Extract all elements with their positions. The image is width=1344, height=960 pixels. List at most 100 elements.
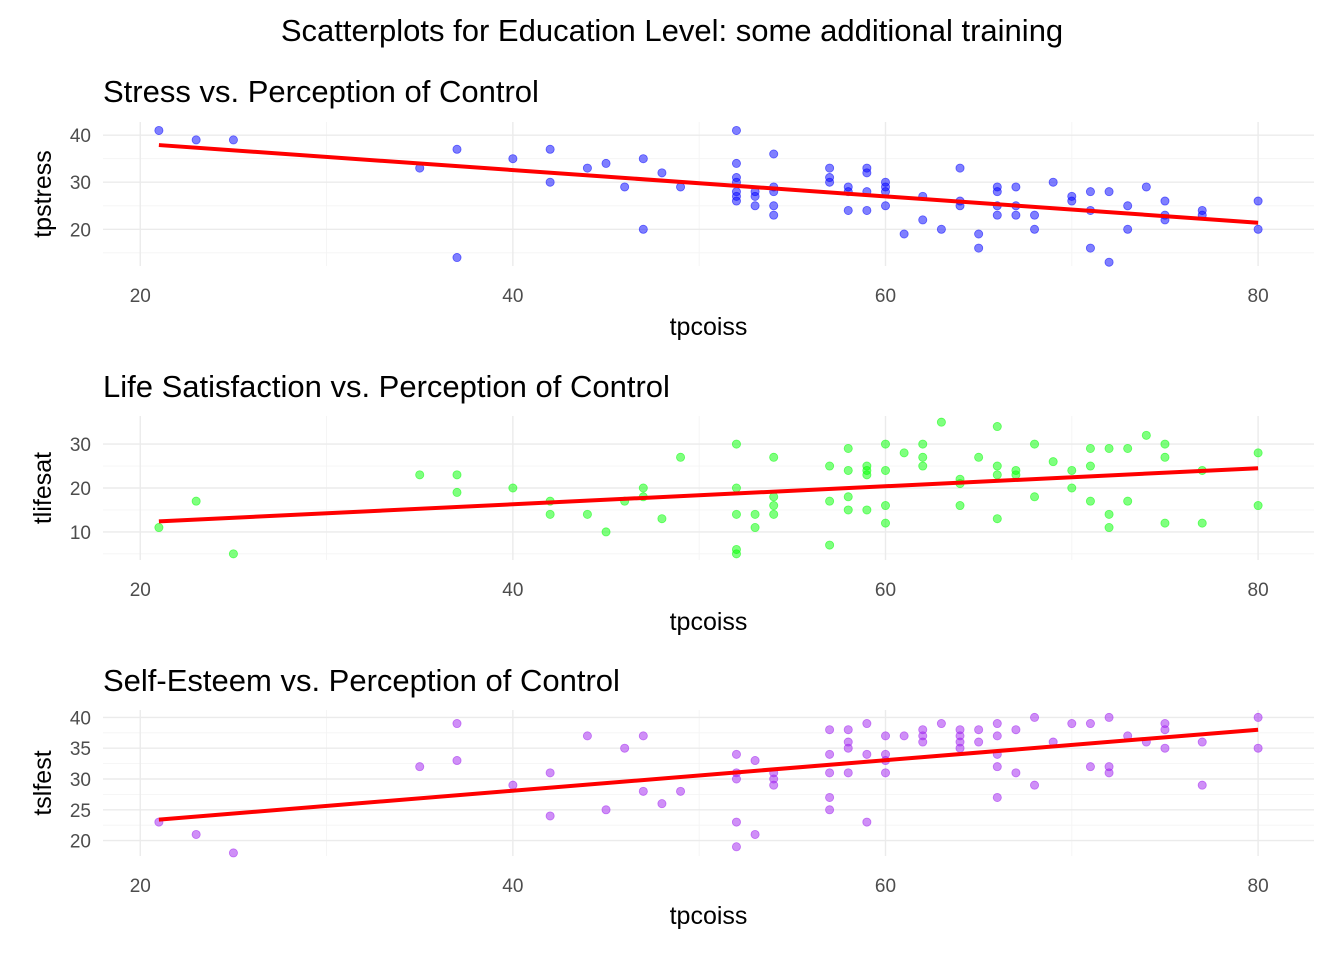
data-point xyxy=(880,201,890,211)
data-point xyxy=(582,731,592,741)
data-point xyxy=(769,509,779,519)
data-point xyxy=(825,540,835,550)
data-point xyxy=(1160,743,1170,753)
data-point xyxy=(1085,461,1095,471)
data-point xyxy=(415,762,425,772)
x-tick-label: 20 xyxy=(130,286,151,307)
y-tick-label: 20 xyxy=(70,479,91,500)
data-point xyxy=(1030,439,1040,449)
grid xyxy=(103,416,1314,560)
data-point xyxy=(545,811,555,821)
data-point xyxy=(601,158,611,168)
data-point xyxy=(862,817,872,827)
x-axis-title: tpcoiss xyxy=(670,902,748,930)
data-point xyxy=(1048,457,1058,467)
data-point xyxy=(545,144,555,154)
data-point xyxy=(825,768,835,778)
data-point xyxy=(638,483,648,493)
data-point xyxy=(862,168,872,178)
data-point xyxy=(992,187,1002,197)
data-point xyxy=(862,749,872,759)
data-point xyxy=(974,229,984,239)
data-point xyxy=(1011,768,1021,778)
data-point xyxy=(601,527,611,537)
x-tick-label: 60 xyxy=(875,876,896,897)
trend-line xyxy=(158,727,1259,822)
y-tick-label: 20 xyxy=(70,832,91,853)
y-tick-label: 30 xyxy=(70,770,91,791)
data-point xyxy=(1253,448,1263,458)
data-point xyxy=(1011,470,1021,480)
data-point xyxy=(508,483,518,493)
data-point xyxy=(1011,725,1021,735)
data-point xyxy=(1104,509,1114,519)
data-point xyxy=(992,514,1002,524)
data-point xyxy=(657,514,667,524)
data-point xyxy=(452,756,462,766)
y-tick-label: 20 xyxy=(70,220,91,241)
data-point xyxy=(1011,182,1021,192)
data-point xyxy=(545,509,555,519)
data-point xyxy=(1085,187,1095,197)
data-point xyxy=(228,135,238,145)
data-point xyxy=(825,461,835,471)
data-point xyxy=(1123,201,1133,211)
data-point xyxy=(1253,501,1263,511)
data-point xyxy=(936,224,946,234)
data-point xyxy=(228,549,238,559)
data-point xyxy=(191,829,201,839)
data-point xyxy=(955,163,965,173)
data-point xyxy=(638,786,648,796)
data-point xyxy=(843,465,853,475)
x-axis-title: tpcoiss xyxy=(670,313,748,341)
data-point xyxy=(880,768,890,778)
data-point xyxy=(452,719,462,729)
data-point xyxy=(731,483,741,493)
data-point xyxy=(452,487,462,497)
data-point xyxy=(862,719,872,729)
data-point xyxy=(508,154,518,164)
data-point xyxy=(638,731,648,741)
data-point xyxy=(880,731,890,741)
data-point xyxy=(657,799,667,809)
data-point xyxy=(1085,496,1095,506)
y-tick-label: 35 xyxy=(70,739,91,760)
data-point xyxy=(936,719,946,729)
data-point xyxy=(769,201,779,211)
data-point xyxy=(1030,224,1040,234)
data-point xyxy=(825,177,835,187)
data-point xyxy=(1067,719,1077,729)
data-point xyxy=(1104,768,1114,778)
data-point xyxy=(918,737,928,747)
scatter-panel-2: Life Satisfaction vs. Perception of Cont… xyxy=(29,369,1314,636)
data-point xyxy=(1030,780,1040,790)
data-point xyxy=(620,182,630,192)
data-point xyxy=(1067,465,1077,475)
x-axis-title: tpcoiss xyxy=(670,608,748,636)
data-point xyxy=(750,756,760,766)
data-point xyxy=(1160,452,1170,462)
data-point xyxy=(1253,196,1263,206)
trend-line xyxy=(158,143,1259,225)
data-point xyxy=(731,549,741,559)
data-point xyxy=(1011,210,1021,220)
data-point xyxy=(1085,243,1095,253)
data-point xyxy=(918,461,928,471)
data-point xyxy=(657,168,667,178)
data-points xyxy=(154,125,1263,267)
data-point xyxy=(862,470,872,480)
data-point xyxy=(620,743,630,753)
data-point xyxy=(918,452,928,462)
data-point xyxy=(731,842,741,852)
data-point xyxy=(1067,196,1077,206)
data-point xyxy=(228,848,238,858)
data-point xyxy=(1197,780,1207,790)
data-point xyxy=(769,149,779,159)
x-tick-label: 40 xyxy=(502,876,523,897)
data-point xyxy=(452,253,462,263)
data-point xyxy=(1253,224,1263,234)
data-point xyxy=(750,509,760,519)
data-point xyxy=(1197,737,1207,747)
